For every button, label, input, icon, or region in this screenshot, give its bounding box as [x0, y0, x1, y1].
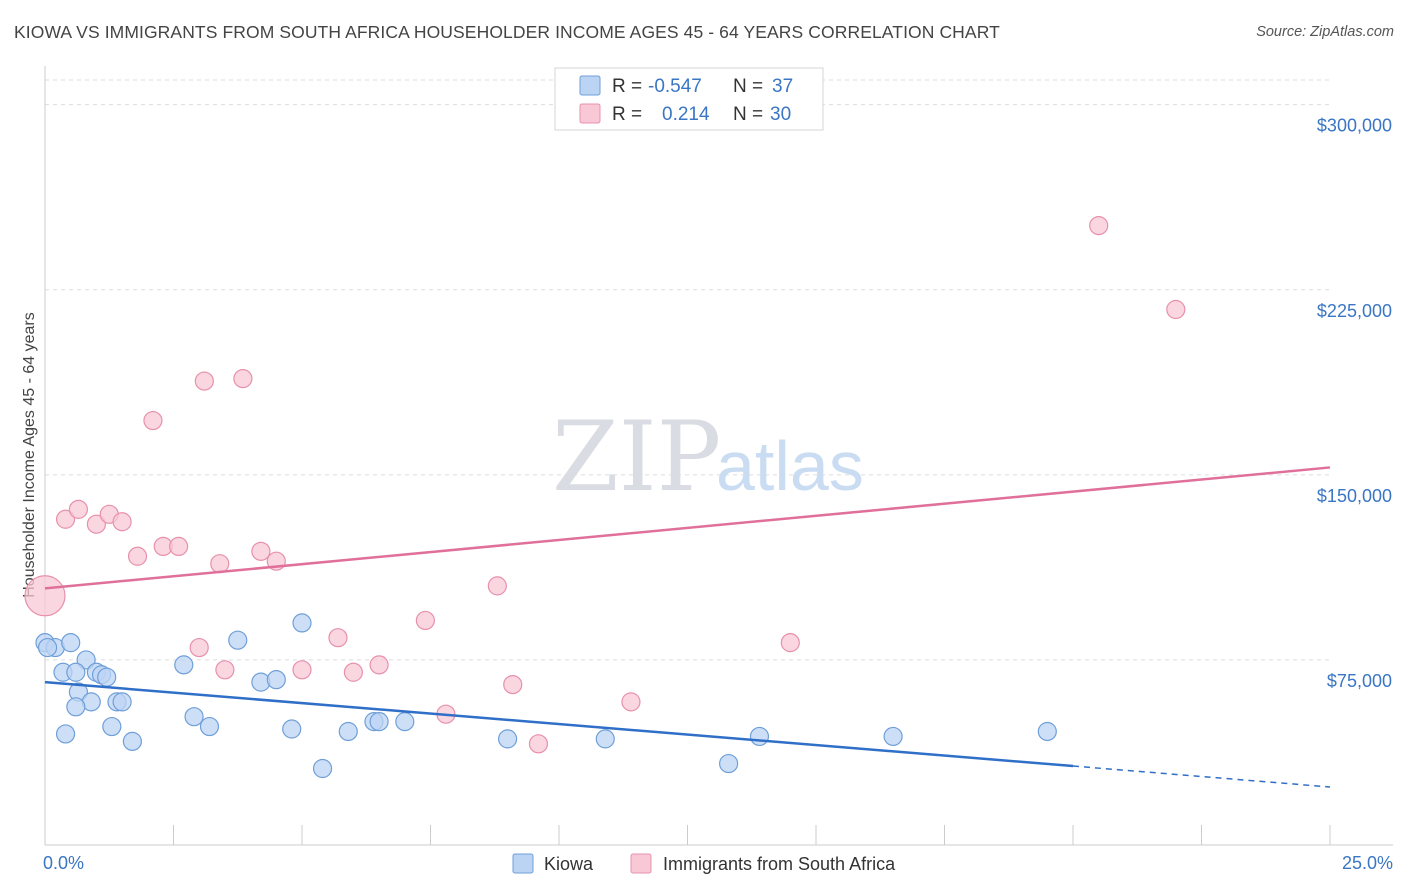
axes [44, 66, 1393, 846]
south-africa-point-6 [127, 546, 148, 566]
kiowa-point-26 [338, 721, 358, 742]
kiowa-point-11 [66, 697, 86, 717]
kiowa-point-18 [184, 707, 204, 727]
south-africa-point-10 [189, 637, 209, 658]
south-africa-point-29 [1166, 299, 1186, 320]
kiowa-point-17 [174, 655, 194, 675]
south-africa-point-0 [24, 575, 66, 617]
legend-n-value-south-africa: 30 [770, 104, 791, 125]
watermark-atlas: atlas [716, 427, 864, 505]
y-tick-label-1: $150,000 [1317, 486, 1392, 506]
kiowa-point-4 [76, 650, 96, 670]
south-africa-point-11 [194, 371, 214, 391]
bottom-legend: Kiowa Immigrants from South Africa [512, 853, 896, 874]
south-africa-point-18 [328, 628, 348, 648]
bottom-legend-kiowa: Kiowa [544, 854, 594, 874]
legend-swatch-south-africa [579, 103, 601, 124]
kiowa-point-9 [97, 667, 117, 687]
trend-lines [44, 466, 1331, 788]
kiowa-trend-line [44, 680, 1074, 768]
kiowa-point-16 [122, 731, 142, 751]
south-africa-point-21 [415, 610, 435, 631]
kiowa-point-36 [37, 637, 58, 658]
kiowa-point-28 [369, 712, 389, 732]
source-label: Source: ZipAtlas.com [1256, 24, 1394, 40]
kiowa-point-5 [66, 662, 86, 682]
south-africa-points [24, 215, 1186, 754]
legend-n-label-kiowa: N = [733, 76, 763, 97]
kiowa-point-32 [719, 753, 739, 774]
kiowa-point-35 [1037, 721, 1057, 742]
kiowa-point-29 [395, 712, 415, 732]
x-tick-label-1: 25.0% [1342, 853, 1393, 873]
south-africa-point-27 [780, 633, 800, 653]
kiowa-point-15 [55, 724, 76, 744]
south-africa-point-17 [292, 660, 312, 680]
watermark: ZIP atlas [552, 401, 864, 513]
south-africa-point-3 [86, 514, 107, 534]
south-africa-point-26 [621, 692, 641, 712]
legend-n-value-kiowa: 37 [772, 76, 793, 97]
south-africa-point-24 [503, 674, 523, 695]
y-tick-label-0: $75,000 [1327, 671, 1392, 691]
south-africa-point-2 [68, 499, 89, 519]
kiowa-point-23 [282, 719, 302, 739]
y-tick-label-2: $225,000 [1317, 301, 1392, 321]
south-africa-point-12 [210, 554, 230, 574]
south-africa-point-23 [487, 576, 507, 596]
south-africa-point-13 [215, 660, 235, 680]
kiowa-point-34 [883, 726, 903, 747]
south-africa-point-25 [528, 734, 549, 754]
south-africa-point-15 [251, 541, 271, 561]
legend-r-value-kiowa: -0.547 [648, 76, 702, 97]
bottom-legend-south-africa: Immigrants from South Africa [663, 854, 896, 874]
south-africa-point-9 [169, 536, 189, 557]
kiowa-point-14 [102, 716, 122, 737]
kiowa-point-31 [595, 729, 615, 749]
bottom-legend-swatch-kiowa [512, 853, 534, 874]
legend: R = -0.547 N = 37 R = 0.214 N = 30 [554, 67, 824, 131]
kiowa-point-24 [292, 613, 312, 633]
south-africa-point-19 [343, 662, 363, 682]
legend-r-label-south-africa: R = [612, 104, 642, 125]
watermark-zip: ZIP [552, 401, 721, 513]
kiowa-point-13 [112, 692, 132, 712]
south-africa-point-28 [1089, 215, 1109, 236]
chart-title: KIOWA VS IMMIGRANTS FROM SOUTH AFRICA HO… [14, 22, 1000, 42]
kiowa-point-19 [199, 716, 220, 737]
kiowa-trend-line-extension [1072, 765, 1331, 788]
y-tick-labels: $75,000 $150,000 $225,000 $300,000 [1317, 116, 1392, 691]
grid-lines [45, 79, 1330, 661]
kiowa-point-30 [498, 729, 518, 749]
legend-r-value-south-africa: 0.214 [662, 104, 710, 125]
kiowa-point-20 [228, 630, 248, 650]
kiowa-point-25 [312, 758, 333, 779]
legend-r-label-kiowa: R = [612, 76, 642, 97]
south-africa-point-1 [55, 509, 76, 529]
x-tick-labels: 0.0% 25.0% [43, 853, 1393, 873]
south-africa-point-14 [233, 368, 253, 389]
bottom-legend-swatch-south-africa [630, 853, 652, 874]
south-africa-point-20 [369, 655, 389, 675]
south-africa-point-7 [143, 410, 163, 431]
south-africa-trend-line [44, 466, 1331, 590]
kiowa-point-2 [61, 633, 81, 653]
x-tick-label-0: 0.0% [43, 853, 84, 873]
y-axis-label: Householder Income Ages 45 - 64 years [21, 312, 38, 598]
kiowa-point-33 [749, 726, 770, 747]
south-africa-point-5 [112, 512, 132, 532]
kiowa-point-22 [266, 670, 286, 690]
legend-n-label-south-africa: N = [733, 104, 763, 125]
kiowa-points [35, 613, 1057, 779]
y-tick-label-3: $300,000 [1317, 116, 1392, 136]
legend-swatch-kiowa [579, 75, 601, 96]
